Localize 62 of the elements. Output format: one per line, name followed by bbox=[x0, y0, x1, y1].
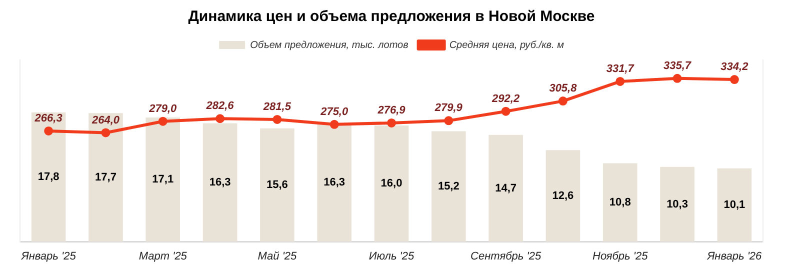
data-label: 335,7 bbox=[664, 60, 692, 72]
point bbox=[501, 106, 510, 116]
x-tick-label: Март '25 bbox=[138, 250, 188, 262]
point bbox=[44, 126, 54, 136]
point bbox=[616, 76, 625, 86]
data-label: 16,0 bbox=[380, 178, 402, 190]
data-label: 17,7 bbox=[95, 171, 116, 184]
bar bbox=[317, 123, 352, 242]
point bbox=[158, 116, 168, 126]
data-label: 276,9 bbox=[376, 104, 406, 116]
data-label: 12,6 bbox=[552, 190, 574, 202]
x-tick-label: Ноябрь '25 bbox=[592, 250, 649, 262]
bar bbox=[546, 150, 580, 242]
data-label: 275,0 bbox=[320, 106, 349, 118]
legend-label: Средняя цена, руб./кв. м bbox=[449, 40, 564, 51]
data-label: 14,7 bbox=[495, 182, 517, 194]
bar bbox=[488, 134, 523, 242]
data-label: 15,6 bbox=[266, 179, 288, 192]
bar bbox=[432, 131, 466, 242]
data-label: 10,1 bbox=[724, 199, 746, 212]
data-label: 15,2 bbox=[438, 180, 460, 193]
x-tick-label: Июль '25 bbox=[368, 250, 416, 262]
bar bbox=[88, 113, 123, 242]
data-label: 334,2 bbox=[720, 61, 748, 74]
data-label: 279,9 bbox=[434, 102, 464, 114]
x-tick-label: Май '25 bbox=[258, 250, 298, 262]
point bbox=[672, 74, 682, 83]
data-label: 16,3 bbox=[209, 176, 231, 189]
point bbox=[272, 114, 282, 124]
bar bbox=[31, 112, 66, 242]
point bbox=[216, 114, 225, 124]
point bbox=[387, 118, 396, 128]
data-label: 279,0 bbox=[148, 102, 178, 115]
bar bbox=[602, 163, 638, 242]
bar bbox=[202, 123, 238, 242]
data-label: 331,7 bbox=[606, 62, 635, 75]
bar bbox=[660, 166, 694, 242]
bar bbox=[374, 125, 409, 242]
data-label: 17,1 bbox=[152, 174, 174, 186]
x-tick-label: Январь '25 bbox=[20, 250, 77, 262]
point bbox=[330, 120, 339, 129]
chart-title: Динамика цен и объема предложения в Новой Москве bbox=[188, 8, 595, 26]
data-label: 305,8 bbox=[549, 82, 578, 95]
data-label: 281,5 bbox=[262, 100, 292, 113]
data-label: 292,2 bbox=[491, 92, 520, 105]
x-tick-label: Январь '26 bbox=[706, 250, 763, 262]
x-tick-label: Сентябрь '25 bbox=[470, 250, 542, 262]
data-label: 264,0 bbox=[90, 114, 120, 126]
point bbox=[444, 116, 454, 126]
data-label: 266,3 bbox=[34, 112, 62, 125]
data-label: 10,3 bbox=[666, 198, 688, 210]
data-label: 16,3 bbox=[324, 176, 346, 189]
point bbox=[101, 128, 110, 138]
point bbox=[730, 75, 739, 84]
legend-label: Объем предложения, тыс. лотов bbox=[250, 40, 408, 51]
data-label: 17,8 bbox=[38, 171, 60, 184]
bar bbox=[717, 168, 752, 242]
bar bbox=[146, 117, 180, 242]
point bbox=[558, 96, 568, 106]
bar bbox=[260, 128, 294, 242]
data-label: 282,6 bbox=[205, 100, 235, 112]
data-label: 10,8 bbox=[609, 196, 631, 209]
